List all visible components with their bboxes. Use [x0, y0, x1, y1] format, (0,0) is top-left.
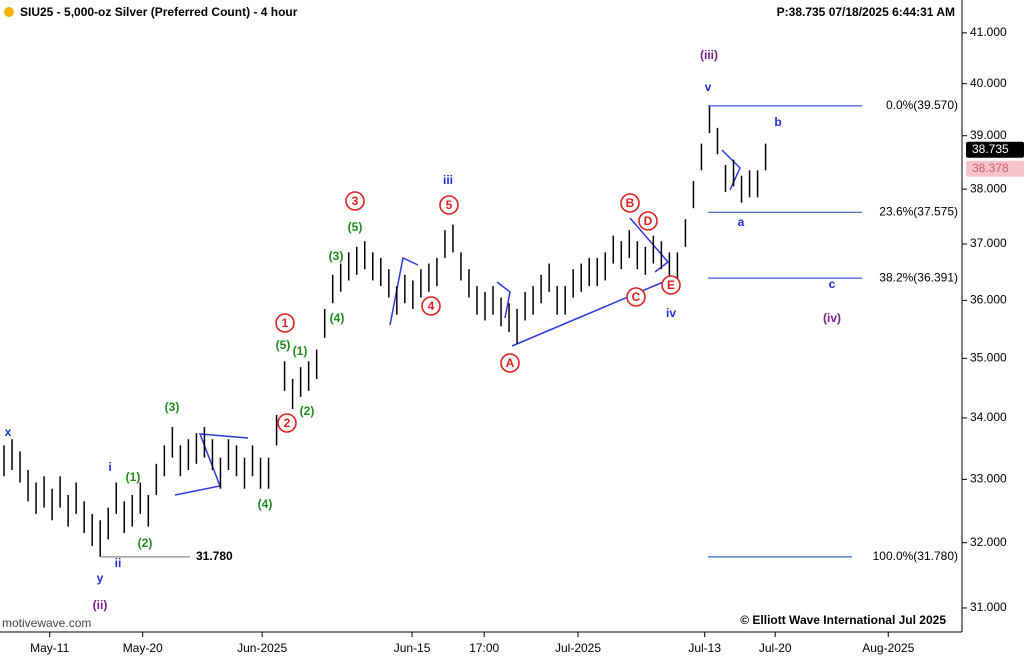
- wave-label: (4): [330, 311, 345, 325]
- price-marker: [966, 160, 1024, 177]
- wave-label: (5): [276, 338, 291, 352]
- wave-label: D: [644, 214, 653, 228]
- wave-label: 1: [282, 316, 289, 330]
- wave-label: b: [774, 115, 781, 129]
- wave-circle: [421, 296, 441, 316]
- status-text: P:38.735 07/18/2025 6:44:31 AM: [777, 5, 955, 19]
- price-marker: [966, 141, 1024, 158]
- wave-label: (2): [300, 404, 315, 418]
- wave-label: (1): [126, 470, 141, 484]
- x-tick-label: May-20: [123, 641, 163, 655]
- price-marker-label: 38.735: [972, 142, 1009, 156]
- price-marker-label: 38.378: [972, 161, 1009, 175]
- x-tick-label: Jun-15: [394, 641, 431, 655]
- wave-label: A: [506, 356, 515, 370]
- wave-label: (iv): [823, 311, 841, 325]
- wave-label: (4): [258, 497, 273, 511]
- wave-circle: [620, 193, 640, 213]
- level-label: 31.780: [196, 549, 233, 563]
- wave-label: C: [632, 290, 641, 304]
- chart-title: SIU25 - 5,000-oz Silver (Preferred Count…: [20, 5, 298, 19]
- y-tick-label: 38.000: [970, 181, 1007, 195]
- wave-label: (2): [138, 536, 153, 550]
- x-tick-label: May-11: [30, 641, 69, 655]
- y-tick-label: 36.000: [970, 293, 1007, 307]
- copyright: © Elliott Wave International Jul 2025: [740, 613, 946, 627]
- y-tick-label: 33.000: [970, 472, 1007, 486]
- watermark: motivewave.com: [2, 616, 91, 630]
- y-tick-label: 34.000: [970, 410, 1007, 424]
- y-tick-label: 40.000: [970, 76, 1007, 90]
- wave-label: E: [667, 278, 675, 292]
- y-tick-label: 39.000: [970, 128, 1007, 142]
- wave-label: i: [108, 460, 111, 474]
- wave-label: c: [829, 277, 836, 291]
- wave-label: (iii): [700, 48, 718, 62]
- triangle-lines: [496, 281, 511, 319]
- wave-circle: [277, 413, 297, 433]
- wave-label: (ii): [93, 598, 108, 612]
- x-tick-label: Jul-2025: [555, 641, 601, 655]
- x-tick-label: Jul-13: [688, 641, 721, 655]
- y-tick-label: 41.000: [970, 25, 1007, 39]
- y-tick-label: 31.000: [970, 600, 1007, 614]
- wave-label: v: [705, 80, 712, 94]
- x-tick-label: Jun-2025: [237, 641, 287, 655]
- wave-label: y: [97, 571, 104, 585]
- status-dot: [4, 7, 14, 17]
- wave-label: iii: [443, 173, 453, 187]
- x-tick-label: Aug-2025: [862, 641, 914, 655]
- wave-label: (1): [293, 344, 308, 358]
- triangle-lines: [174, 433, 249, 496]
- level-label: 100.0%(31.780): [873, 549, 958, 563]
- wave-label: 5: [446, 198, 453, 212]
- wave-label: 3: [352, 194, 359, 208]
- level-label: 38.2%(36.391): [879, 270, 958, 284]
- wave-circle: [661, 275, 681, 295]
- wave-label: a: [738, 215, 745, 229]
- wave-circle: [500, 353, 520, 373]
- triangle-lines: [389, 256, 419, 326]
- wave-label: iv: [666, 306, 676, 320]
- level-label: 0.0%(39.570): [886, 98, 958, 112]
- wave-label: (3): [329, 249, 344, 263]
- wave-circle: [275, 313, 295, 333]
- wave-circle: [345, 191, 365, 211]
- wave-label: 2: [284, 416, 291, 430]
- wave-label: (5): [348, 220, 363, 234]
- y-tick-label: 37.000: [970, 236, 1007, 250]
- wave-circle: [439, 195, 459, 215]
- wave-label: ii: [115, 556, 122, 570]
- y-tick-label: 35.000: [970, 350, 1007, 364]
- wave-label: x: [5, 425, 12, 439]
- x-tick-label: 17:00: [469, 641, 499, 655]
- y-tick-label: 32.000: [970, 535, 1007, 549]
- wave-label: 4: [428, 299, 435, 313]
- wave-label: (3): [165, 400, 180, 414]
- x-tick-label: Jul-20: [759, 641, 792, 655]
- wave-label: B: [626, 196, 635, 210]
- wave-circle: [638, 211, 658, 231]
- level-label: 23.6%(37.575): [879, 204, 958, 218]
- triangle-lines: [629, 217, 670, 273]
- wave-circle: [626, 287, 646, 307]
